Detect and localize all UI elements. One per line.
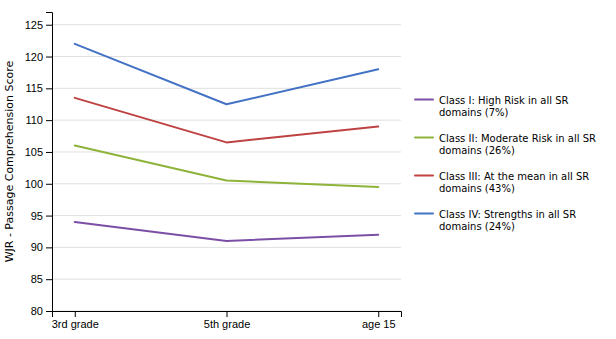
legend-swatch — [415, 137, 433, 139]
grid-line — [52, 183, 401, 184]
y-tick-mark — [46, 25, 52, 26]
y-axis-line — [46, 13, 53, 312]
series-group — [75, 44, 378, 241]
grid-line — [52, 120, 401, 121]
x-axis-line — [53, 312, 402, 318]
y-tick-mark — [46, 57, 52, 58]
y-tick-label: 95 — [31, 210, 43, 222]
series-line — [75, 146, 378, 187]
x-tick: age 15 — [362, 311, 396, 330]
legend-entry: Class III: At the mean in all SRdomains … — [415, 171, 589, 194]
y-tick: 85 — [31, 273, 52, 285]
grid-line — [52, 215, 401, 216]
grid-line — [52, 247, 401, 248]
y-tick-mark — [46, 152, 52, 153]
x-tick: 3rd grade — [52, 311, 99, 330]
y-tick-mark — [46, 120, 52, 121]
grid-line — [52, 279, 401, 280]
y-tick: 105 — [25, 146, 52, 158]
y-tick-mark — [46, 311, 52, 312]
y-tick-label: 120 — [25, 51, 43, 63]
y-tick-label: 125 — [25, 19, 43, 31]
grid-line — [52, 88, 401, 89]
plot: 3rd grade 5th grade age 15 80 85 90 95 100 105 11… — [25, 13, 402, 330]
y-tick-label: 105 — [25, 146, 43, 158]
series-line — [75, 44, 378, 104]
legend-entry: Class II: Moderate Risk in all SRdomains… — [415, 133, 596, 156]
x-tick-label: 5th grade — [204, 318, 250, 330]
legend-label: Class I: High Risk in all SRdomains (7%) — [439, 95, 569, 118]
chart-container: 3rd grade 5th grade age 15 80 85 90 95 100 105 11… — [0, 0, 616, 339]
y-tick: 100 — [25, 178, 52, 190]
y-tick: 80 — [31, 305, 52, 317]
y-tick-label: 110 — [25, 114, 43, 126]
grid-line — [52, 24, 401, 25]
x-tick-mark — [75, 311, 76, 317]
x-tick-mark — [378, 311, 379, 317]
y-axis: 80 85 90 95 100 105 110 115 120 125 — [25, 13, 53, 318]
y-tick: 115 — [25, 82, 52, 94]
y-tick: 120 — [25, 51, 52, 63]
y-tick-label: 90 — [31, 241, 43, 253]
chart-svg: 3rd grade 5th grade age 15 80 85 90 95 100 105 11… — [0, 0, 616, 339]
legend-swatch — [415, 175, 433, 177]
legend-entry: Class I: High Risk in all SRdomains (7%) — [415, 95, 569, 118]
y-tick: 125 — [25, 19, 52, 31]
y-tick-label: 115 — [25, 82, 43, 94]
legend-entry: Class IV: Strengths in all SRdomains (24… — [415, 209, 576, 232]
legend-label: Class II: Moderate Risk in all SRdomains… — [439, 133, 596, 156]
x-tick-label: 3rd grade — [52, 318, 99, 330]
series-line — [75, 222, 378, 241]
x-tick-mark — [227, 311, 228, 317]
y-tick-mark — [46, 279, 52, 280]
y-tick: 95 — [31, 210, 52, 222]
x-axis: 3rd grade 5th grade age 15 — [52, 311, 402, 330]
y-axis-title: WJR - Passage Comprehension Score — [3, 60, 16, 262]
y-tick-mark — [46, 88, 52, 89]
legend-swatch — [415, 99, 433, 101]
grid — [52, 25, 401, 311]
y-tick-label: 100 — [25, 178, 43, 190]
y-tick-mark — [46, 247, 52, 248]
y-tick-mark — [46, 184, 52, 185]
y-tick-mark — [46, 216, 52, 217]
y-tick-label: 85 — [31, 273, 43, 285]
y-tick: 90 — [31, 241, 52, 253]
y-tick-label: 80 — [31, 305, 43, 317]
x-tick: 5th grade — [204, 311, 250, 330]
legend-label: Class III: At the mean in all SRdomains … — [439, 171, 589, 194]
y-tick: 110 — [25, 114, 52, 126]
legend-label: Class IV: Strengths in all SRdomains (24… — [439, 209, 576, 232]
x-tick-label: age 15 — [362, 318, 396, 330]
legend: Class I: High Risk in all SRdomains (7%)… — [415, 95, 596, 232]
legend-swatch — [415, 213, 433, 215]
